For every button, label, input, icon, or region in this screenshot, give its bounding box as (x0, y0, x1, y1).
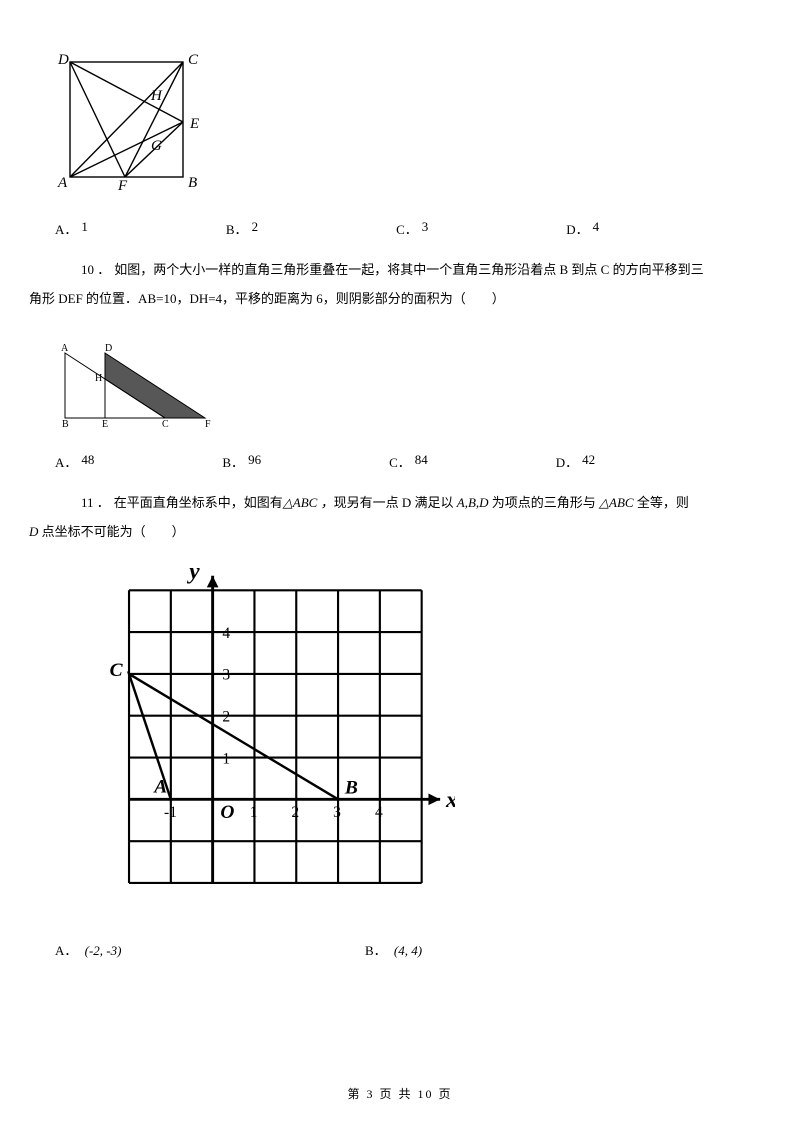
q9-option-c: C． 3 (396, 219, 428, 238)
triangle-translation-diagram: A D H B E C F (55, 333, 220, 428)
q10-text: 10 ． 如图，两个大小一样的直角三角形重叠在一起，将其中一个直角三角形沿着点 B… (55, 256, 745, 313)
label-D: D (57, 52, 69, 68)
option-value: (4, 4) (394, 943, 422, 958)
xtick-3: 3 (333, 804, 341, 821)
q11-abd: A,B,D (454, 495, 492, 510)
q11-end: 全等，则 (637, 495, 689, 510)
label-H2: H (95, 373, 102, 384)
q9-figure: D C A B H E G F (55, 50, 745, 199)
ytick-4: 4 (222, 625, 230, 642)
option-value: 48 (81, 452, 94, 471)
label-F2: F (205, 419, 211, 428)
label-A: A (57, 175, 68, 191)
q10-line1: 如图，两个大小一样的直角三角形重叠在一起，将其中一个直角三角形沿着点 B 到点 … (114, 262, 703, 277)
q10-option-b: B． 96 (222, 452, 261, 471)
option-value: 3 (422, 219, 429, 238)
q11-options-row: A． (-2, -3) B． (4, 4) (55, 940, 745, 959)
option-letter: C． (396, 219, 418, 238)
xtick--1: -1 (164, 804, 177, 821)
option-letter: C． (389, 452, 411, 471)
xtick-4: 4 (375, 804, 383, 821)
q9-option-a: A． 1 (55, 219, 88, 238)
point-C: C (110, 660, 124, 681)
ytick-1: 1 (222, 751, 230, 768)
xtick-1: 1 (250, 804, 258, 821)
label-F: F (117, 178, 128, 194)
q10-option-c: C． 84 (389, 452, 428, 471)
option-value: 42 (582, 452, 595, 471)
option-letter: A． (55, 452, 77, 471)
q11-pre: 在平面直角坐标系中，如图有 (114, 495, 283, 510)
ytick-3: 3 (222, 667, 230, 684)
q11-mid: 现另有一点 D 满足以 (334, 495, 454, 510)
q10-option-a: A． 48 (55, 452, 94, 471)
label-C2: C (162, 419, 169, 428)
coordinate-grid: -1 1 2 3 4 1 2 3 4 O A B C x y (85, 566, 455, 916)
q11-D: D (29, 524, 42, 539)
x-axis-label: x (445, 787, 455, 813)
q10-option-d: D． 42 (556, 452, 595, 471)
option-letter: A． (55, 943, 77, 958)
label-D2: D (105, 343, 112, 354)
option-letter: B． (222, 452, 244, 471)
q10-number: 10 ． (81, 262, 110, 277)
q10-figure: A D H B E C F (55, 333, 745, 432)
label-H: H (150, 88, 163, 104)
option-value: 96 (248, 452, 261, 471)
q11-figure: -1 1 2 3 4 1 2 3 4 O A B C x y (85, 566, 745, 920)
label-C: C (188, 52, 199, 68)
option-letter: A． (55, 219, 77, 238)
xtick-2: 2 (291, 804, 299, 821)
q9-options-row: A． 1 B． 2 C． 3 D． 4 (55, 219, 745, 238)
q11-text: 11 ． 在平面直角坐标系中，如图有△ABC ，现另有一点 D 满足以 A,B,D… (55, 489, 745, 546)
footer-text: 第 3 页 共 10 页 (347, 1087, 452, 1101)
q11-mid2: 为项点的三角形与 (492, 495, 596, 510)
label-E: E (189, 116, 199, 132)
label-E2: E (102, 419, 108, 428)
point-B: B (344, 778, 358, 799)
point-A: A (153, 777, 167, 798)
origin-label: O (220, 802, 234, 823)
square-diagram: D C A B H E G F (55, 50, 215, 195)
y-axis-label: y (186, 566, 200, 585)
option-letter: D． (566, 219, 588, 238)
label-A2: A (61, 343, 69, 354)
page-footer: 第 3 页 共 10 页 (0, 1085, 800, 1102)
q11-line2: 点坐标不可能为（ ） (42, 524, 185, 539)
option-value: 84 (415, 452, 428, 471)
option-value: 2 (252, 219, 259, 238)
label-G: G (151, 138, 162, 154)
option-value: (-2, -3) (85, 943, 122, 958)
q11-number: 11 ． (81, 495, 110, 510)
q9-option-d: D． 4 (566, 219, 599, 238)
label-B: B (188, 175, 197, 191)
ytick-2: 2 (222, 709, 230, 726)
option-letter: B． (226, 219, 248, 238)
q10-line2: 角形 DEF 的位置．AB=10，DH=4，平移的距离为 6，则阴影部分的面积为… (29, 291, 505, 306)
q9-option-b: B． 2 (226, 219, 258, 238)
option-letter: B． (365, 943, 387, 958)
option-letter: D． (556, 452, 578, 471)
q10-options-row: A． 48 B． 96 C． 84 D． 42 (55, 452, 745, 471)
option-value: 1 (81, 219, 88, 238)
q11-abc2: △ABC (596, 495, 637, 510)
q11-option-b: B． (4, 4) (365, 940, 745, 959)
q11-abc: △ABC ， (283, 495, 334, 510)
label-B2: B (62, 419, 69, 428)
option-value: 4 (593, 219, 600, 238)
